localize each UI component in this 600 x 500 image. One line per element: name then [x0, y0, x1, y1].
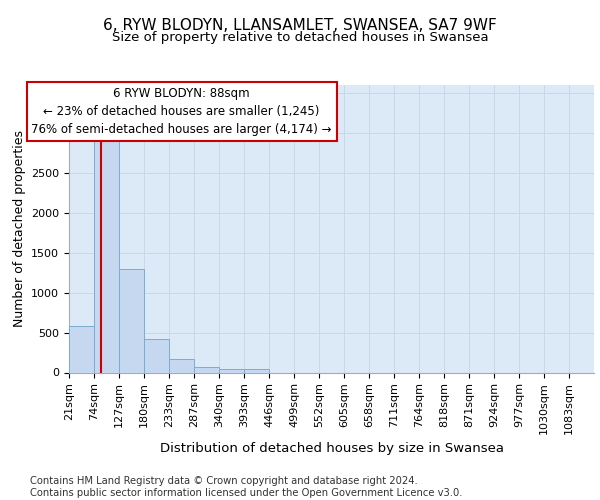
- Bar: [194, 366, 219, 372]
- Text: 6, RYW BLODYN, LLANSAMLET, SWANSEA, SA7 9WF: 6, RYW BLODYN, LLANSAMLET, SWANSEA, SA7 …: [103, 18, 497, 32]
- Bar: [219, 368, 244, 372]
- Bar: [244, 368, 269, 372]
- X-axis label: Distribution of detached houses by size in Swansea: Distribution of detached houses by size …: [160, 442, 503, 456]
- Bar: [94, 141, 119, 372]
- Text: Size of property relative to detached houses in Swansea: Size of property relative to detached ho…: [112, 31, 488, 44]
- Bar: [144, 339, 169, 372]
- Text: 6 RYW BLODYN: 88sqm
← 23% of detached houses are smaller (1,245)
76% of semi-det: 6 RYW BLODYN: 88sqm ← 23% of detached ho…: [31, 87, 332, 136]
- Bar: [119, 268, 144, 372]
- Text: Contains HM Land Registry data © Crown copyright and database right 2024.
Contai: Contains HM Land Registry data © Crown c…: [30, 476, 463, 498]
- Bar: [69, 326, 94, 372]
- Bar: [169, 359, 194, 372]
- Y-axis label: Number of detached properties: Number of detached properties: [13, 130, 26, 327]
